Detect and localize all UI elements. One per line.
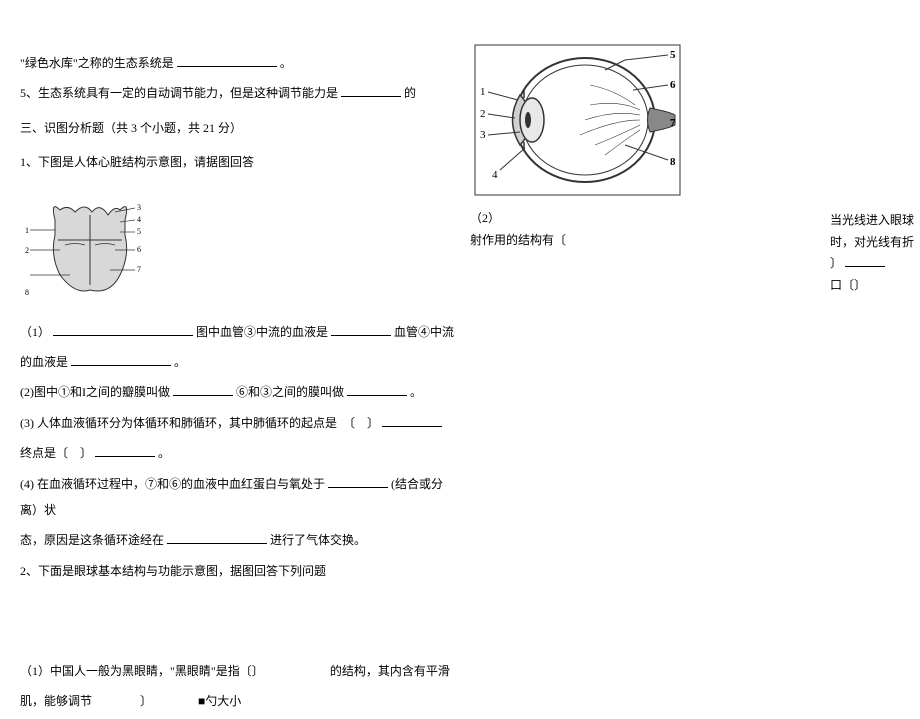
text-segment: 进行了气体交换。 [270, 533, 366, 547]
text-segment: ■勺大小 [198, 694, 241, 708]
heart-diagram: 1 2 8 3 4 5 6 7 [20, 190, 155, 305]
text-segment: 图中血管③中流的血液是 [196, 325, 328, 339]
text-segment: （1）中国人一般为黑眼睛，"黑眼睛"是指〔〕 [20, 664, 264, 678]
blank-field [382, 413, 442, 427]
text-segment: 的 [404, 86, 416, 100]
q1-part4-line2: 态，原因是这条循环途经在 进行了气体交换。 [20, 527, 460, 553]
q2-part1-line1: （1）中国人一般为黑眼睛，"黑眼睛"是指〔〕 的结构，其内含有平滑 [20, 658, 460, 684]
q2-part2-right-text: 当光线进入眼球时，对光线有折 〕 口〔〕 [830, 210, 920, 296]
q1-part3-line2: 终点是〔 〕 。 [20, 440, 460, 466]
eye-label-1: 1 [480, 86, 486, 98]
heart-label-3: 3 [137, 203, 141, 212]
blank-field [173, 382, 233, 396]
q1-part1-line1: （1） 图中血管③中流的血液是 血管④中流 [20, 319, 460, 345]
blank-field [331, 322, 391, 336]
eye-label-6: 6 [670, 79, 676, 91]
q1-part3-line1: (3) 人体血液循环分为体循环和肺循环，其中肺循环的起点是 〔 〕 [20, 410, 460, 436]
text-segment: 的结构，其内含有平滑 [330, 664, 450, 678]
heart-label-4: 4 [137, 215, 141, 224]
text-segment: （1） [20, 325, 50, 339]
line-ecosystem-regulation: 5、生态系统具有一定的自动调节能力，但是这种调节能力是 的 [20, 80, 460, 106]
eye-label-7: 7 [670, 117, 676, 129]
text-segment: 肌，能够调节 〕 [20, 694, 152, 708]
text-segment: 的血液是 [20, 355, 68, 369]
text-segment: (2)图中①和I之间的瓣膜叫做 [20, 385, 170, 399]
q1-intro: 1、下图是人体心脏结构示意图，请据图回答 [20, 149, 460, 175]
blank-field [53, 322, 193, 336]
text-segment: 〕 [830, 256, 842, 270]
blank-field [167, 530, 267, 544]
text-segment: 。 [174, 355, 186, 369]
text-segment: (3) 人体血液循环分为体循环和肺循环，其中肺循环的起点是 〔 〕 [20, 416, 379, 430]
text-segment: 三、识图分析题（共 3 个小题，共 21 分） [20, 121, 242, 135]
q1-part2: (2)图中①和I之间的瓣膜叫做 ⑥和③之间的膜叫做 。 [20, 379, 460, 405]
text-segment: 口〔〕 [830, 278, 866, 292]
eye-label-3: 3 [480, 129, 486, 141]
blank-field [328, 474, 388, 488]
q2-part2-left-text: （2） 射作用的结构有〔 [470, 208, 670, 251]
eye-diagram: 1 2 3 4 5 6 7 8 [470, 40, 685, 200]
heart-label-6: 6 [137, 245, 141, 254]
text-segment: 终点是〔 〕 [20, 446, 92, 460]
q1-part1-line2: 的血液是 。 [20, 349, 460, 375]
eye-label-2: 2 [480, 108, 486, 120]
text-segment: "绿色水库"之称的生态系统是 [20, 56, 174, 70]
heart-label-1: 1 [25, 226, 29, 235]
blank-field [341, 83, 401, 97]
section-title-3: 三、识图分析题（共 3 个小题，共 21 分） [20, 115, 460, 141]
text-segment: 5、生态系统具有一定的自动调节能力，但是这种调节能力是 [20, 86, 338, 100]
heart-label-2: 2 [25, 246, 29, 255]
text-segment: 1、下图是人体心脏结构示意图，请据图回答 [20, 155, 254, 169]
text-segment: 血管④中流 [394, 325, 454, 339]
text-segment: 态，原因是这条循环途经在 [20, 533, 164, 547]
blank-field [95, 443, 155, 457]
q1-part4-line1: (4) 在血液循环过程中，⑦和⑥的血液中血红蛋白与氧处于 (结合或分离）状 [20, 471, 460, 524]
text-segment: (4) 在血液循环过程中，⑦和⑥的血液中血红蛋白与氧处于 [20, 477, 325, 491]
eye-label-5: 5 [670, 49, 676, 61]
heart-label-8: 8 [25, 288, 29, 297]
q2-part1-line2: 肌，能够调节 〕 ■勺大小 [20, 688, 460, 714]
text-segment: 当光线进入眼球时，对光线有折 [830, 213, 914, 249]
eye-label-8: 8 [670, 156, 676, 168]
blank-field [177, 53, 277, 67]
text-segment: ⑥和③之间的膜叫做 [236, 385, 344, 399]
text-segment: 2、下面是眼球基本结构与功能示意图，据图回答下列问题 [20, 564, 326, 578]
text-segment: 。 [410, 385, 422, 399]
text-segment: （2） [470, 211, 500, 225]
eye-label-4: 4 [492, 169, 498, 181]
blank-field [347, 382, 407, 396]
heart-label-7: 7 [137, 265, 141, 274]
blank-field [845, 253, 885, 267]
text-segment: 射作用的结构有〔 [470, 233, 566, 247]
text-segment: 。 [158, 446, 170, 460]
line-green-reservoir: "绿色水库"之称的生态系统是 。 [20, 50, 460, 76]
text-segment: 。 [280, 56, 292, 70]
blank-field [71, 352, 171, 366]
q2-intro: 2、下面是眼球基本结构与功能示意图，据图回答下列问题 [20, 558, 460, 584]
heart-label-5: 5 [137, 227, 141, 236]
